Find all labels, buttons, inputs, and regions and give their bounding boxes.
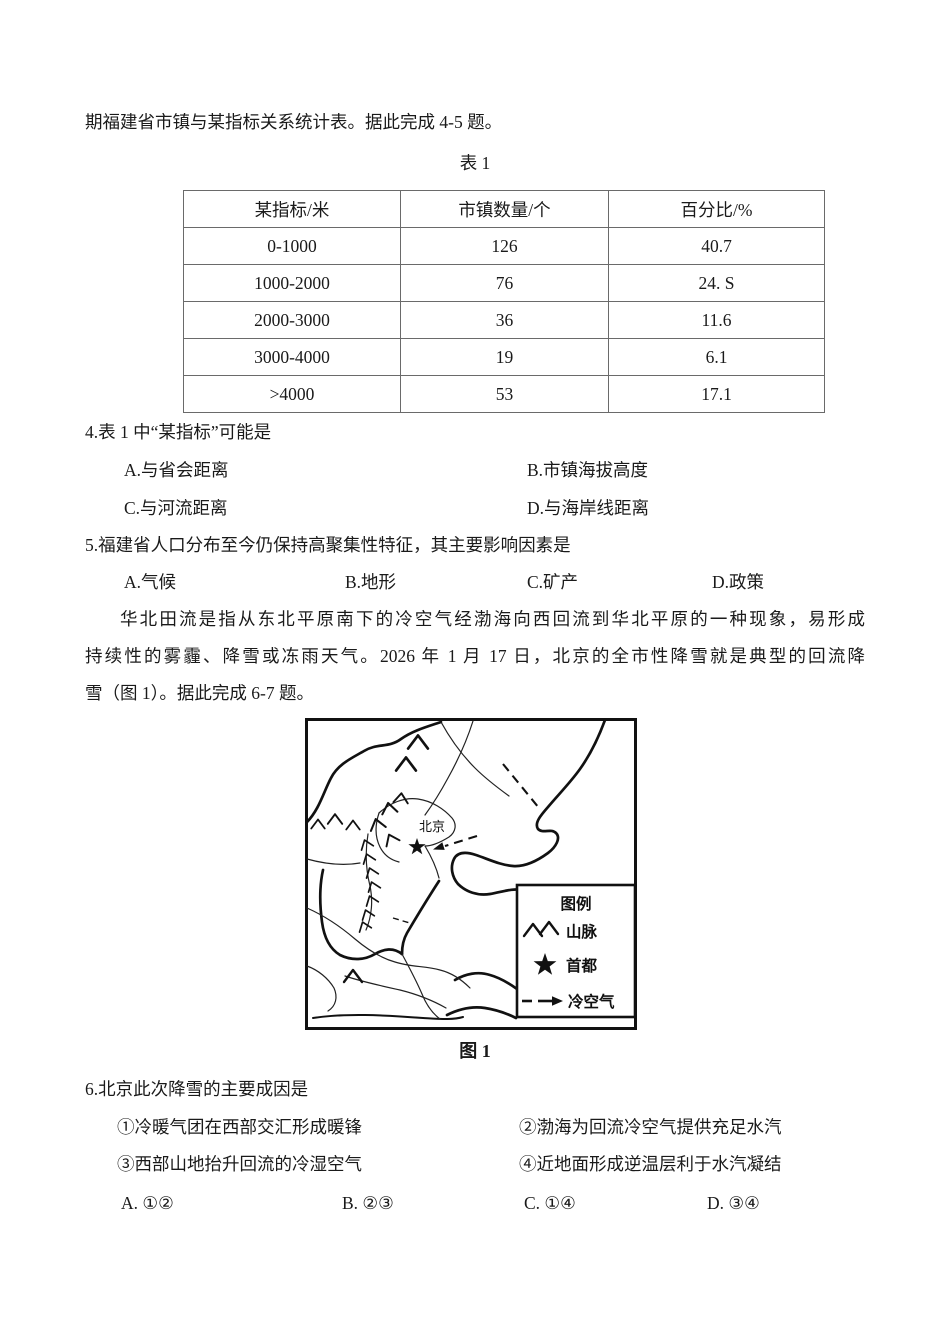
table-cell: 19 (400, 338, 609, 376)
figure1-map: 北京 图例 山脉 首都 冷空气 (305, 718, 637, 1030)
table-row: 0-1000 126 40.7 (183, 227, 825, 265)
q6-statement-1: ①冷暖气团在西部交汇形成暖锋 (117, 1117, 362, 1137)
table-cell: 24. S (608, 264, 825, 302)
table-row: 1000-2000 76 24. S (183, 264, 825, 302)
q6-option-c: C. ①④ (524, 1193, 576, 1213)
figure1-caption: 图 1 (459, 1041, 491, 1061)
table-cell: 40.7 (608, 227, 825, 265)
q6-statement-4: ④近地面形成逆温层利于水汽凝结 (519, 1154, 782, 1174)
table-header-row: 某指标/米 市镇数量/个 百分比/% (183, 190, 825, 228)
q6-stem: 6.北京此次降雪的主要成因是 (85, 1079, 309, 1099)
q4-option-d: D.与海岸线距离 (527, 498, 650, 518)
q6-statement-2: ②渤海为回流冷空气提供充足水汽 (519, 1117, 782, 1137)
legend-capital-label: 首都 (566, 956, 598, 975)
legend-mountain-icon (538, 920, 560, 936)
legend-mountain-icon (522, 922, 544, 938)
passage-line-3: 雪（图 1）。据此完成 6-7 题。 (85, 683, 314, 703)
q5-stem: 5.福建省人口分布至今仍保持高聚集性特征，其主要影响因素是 (85, 535, 571, 555)
cold-air-dashed-arrow (392, 763, 540, 925)
q5-option-d: D.政策 (712, 572, 765, 592)
table-cell: 76 (400, 264, 609, 302)
table-cell: 0-1000 (183, 227, 401, 265)
legend-title: 图例 (560, 894, 591, 913)
legend-coldair-arrow-icon (522, 996, 563, 1006)
legend-coldair-label: 冷空气 (568, 992, 615, 1011)
table1-title: 表 1 (459, 153, 491, 173)
q5-option-c: C.矿产 (527, 572, 579, 592)
table-cell: 6.1 (608, 338, 825, 376)
passage-line-2: 持续性的雾霾、降雪或冻雨天气。2026 年 1 月 17 日，北京的全市性降雪就… (85, 646, 865, 666)
q4-option-b: B.市镇海拔高度 (527, 460, 649, 480)
table-1: 某指标/米 市镇数量/个 百分比/% 0-1000 126 40.7 1000-… (183, 190, 825, 413)
table-cell: 53 (400, 375, 609, 413)
q6-statement-3: ③西部山地抬升回流的冷湿空气 (117, 1154, 362, 1174)
intro-text: 期福建省市镇与某指标关系统计表。据此完成 4-5 题。 (85, 112, 503, 132)
q5-option-b: B.地形 (345, 572, 397, 592)
q4-option-c: C.与河流距离 (124, 498, 228, 518)
table-cell: >4000 (183, 375, 401, 413)
table-row: 2000-3000 36 11.6 (183, 301, 825, 339)
table-cell: 17.1 (608, 375, 825, 413)
passage-line-1: 华北田流是指从东北平原南下的冷空气经渤海向西回流到华北平原的一种现象，易形成 (120, 609, 865, 629)
table-header-cell: 某指标/米 (183, 190, 401, 228)
q5-option-a: A.气候 (124, 572, 177, 592)
table-cell: 36 (400, 301, 609, 339)
q6-option-b: B. ②③ (342, 1193, 394, 1213)
legend-box: 图例 山脉 首都 冷空气 (515, 883, 637, 1019)
table-cell: 126 (400, 227, 609, 265)
legend-border (515, 883, 637, 1019)
table-row: >4000 53 17.1 (183, 375, 825, 413)
table-cell: 3000-4000 (183, 338, 401, 376)
table-row: 3000-4000 19 6.1 (183, 338, 825, 376)
table-cell: 11.6 (608, 301, 825, 339)
legend-mountain-label: 山脉 (566, 922, 598, 941)
table-header-cell: 市镇数量/个 (400, 190, 609, 228)
beijing-label: 北京 (419, 819, 445, 834)
arrowhead-icon (433, 842, 445, 850)
mountain-icons (310, 734, 430, 984)
table-cell: 1000-2000 (183, 264, 401, 302)
q4-stem: 4.表 1 中“某指标”可能是 (85, 422, 272, 442)
legend-capital-star-icon (533, 953, 557, 975)
q6-option-a: A. ①② (121, 1193, 174, 1213)
table-header-cell: 百分比/% (608, 190, 825, 228)
q4-option-a: A.与省会距离 (124, 460, 229, 480)
table-cell: 2000-3000 (183, 301, 401, 339)
capital-star-icon (408, 838, 426, 855)
q6-option-d: D. ③④ (707, 1193, 760, 1213)
